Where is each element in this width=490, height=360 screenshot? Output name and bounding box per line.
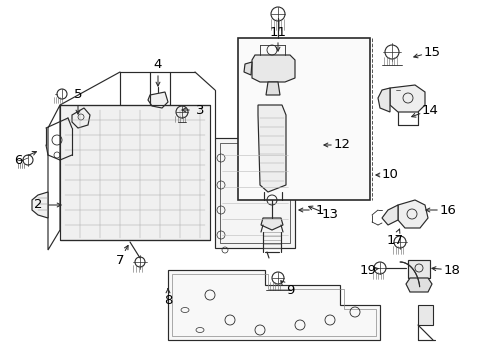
Bar [418,305,433,325]
Text: 11: 11 [270,26,287,39]
Text: 5: 5 [74,89,82,102]
Text: 4: 4 [154,58,162,72]
Text: 18: 18 [443,264,461,276]
Bar [238,38,370,200]
Polygon shape [406,278,432,292]
Text: 17: 17 [387,234,403,247]
Text: 12: 12 [334,139,350,152]
Text: 10: 10 [382,168,398,181]
Text: 1: 1 [316,203,324,216]
Polygon shape [258,105,286,192]
Polygon shape [252,55,295,82]
Polygon shape [60,105,210,240]
Polygon shape [398,200,428,228]
Bar [408,260,430,278]
Polygon shape [378,88,390,112]
Polygon shape [244,62,252,75]
Polygon shape [261,218,283,230]
Text: 3: 3 [196,104,204,117]
Text: 8: 8 [164,293,172,306]
Text: 9: 9 [286,284,294,297]
Polygon shape [168,270,380,340]
Text: 19: 19 [360,264,376,276]
Polygon shape [148,92,168,108]
Bar [220,143,290,243]
Polygon shape [390,85,425,112]
Text: 2: 2 [34,198,42,211]
Text: 6: 6 [14,153,22,166]
Polygon shape [266,82,280,95]
Polygon shape [32,192,48,218]
Text: 14: 14 [421,104,439,117]
Polygon shape [382,205,398,225]
Text: 16: 16 [440,203,457,216]
Text: 15: 15 [423,45,441,58]
Polygon shape [215,138,295,248]
Text: 13: 13 [321,208,339,221]
Text: 7: 7 [116,253,124,266]
